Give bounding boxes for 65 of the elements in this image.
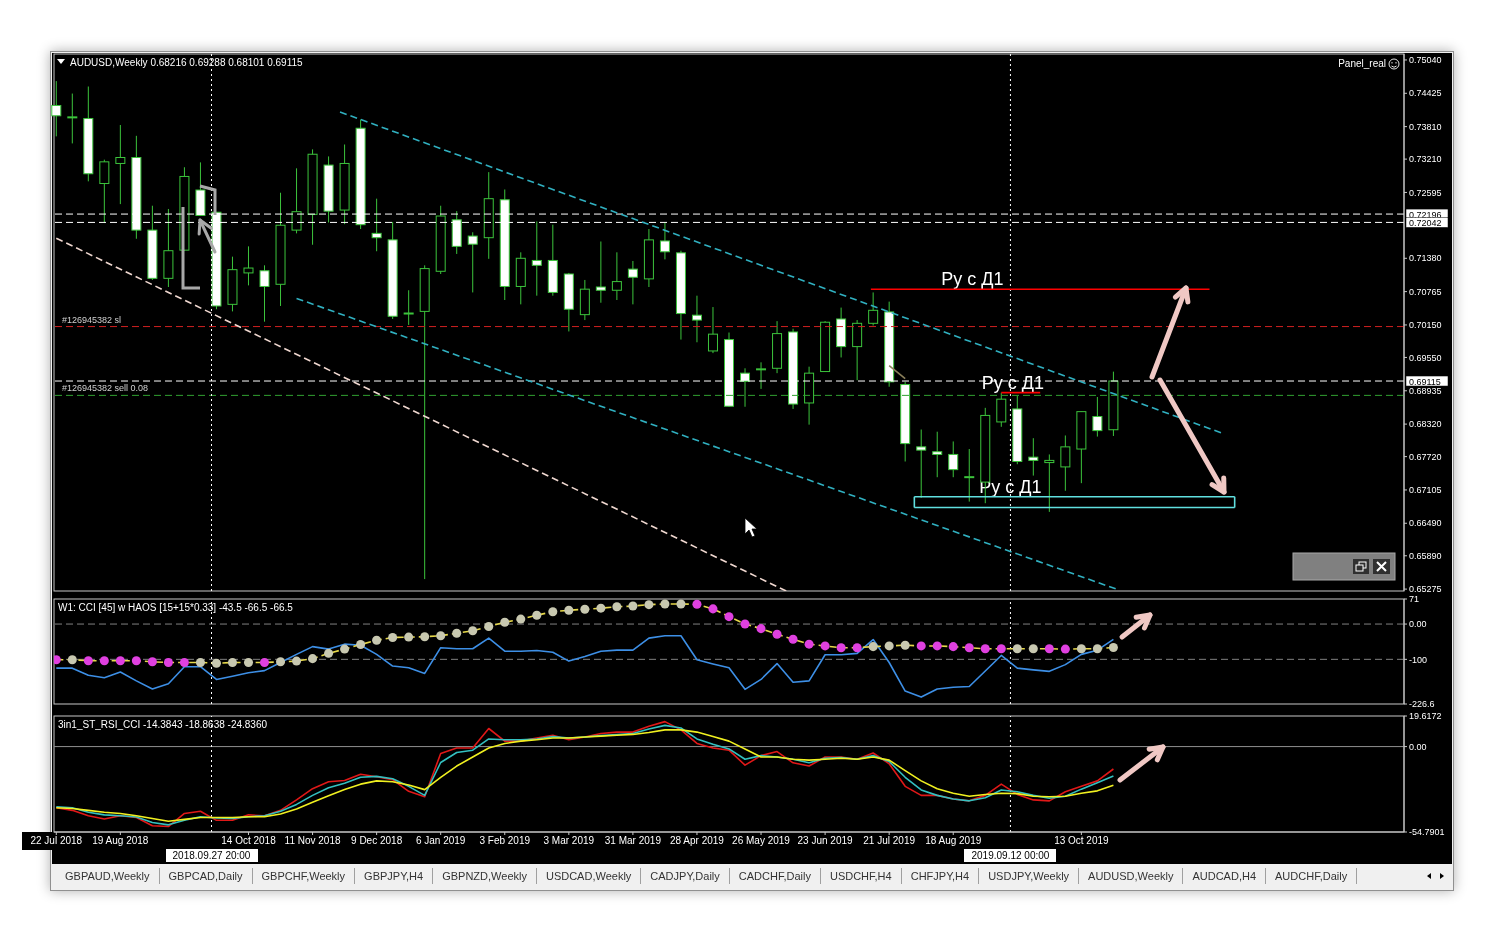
text: GBPAUD,Weekly xyxy=(56,868,160,884)
x-tick-label: 18 Aug 2019 xyxy=(925,835,982,847)
x-tick-label: 9 Dec 2018 xyxy=(351,835,403,847)
y-tick-label: 0.71380 xyxy=(1409,253,1442,264)
y-tick-label: 0.72595 xyxy=(1409,187,1442,198)
y-tick-label: 0.68320 xyxy=(1409,419,1442,430)
x-tick-label: 26 May 2019 xyxy=(732,835,791,847)
ref-line-label: 0.69115 xyxy=(1409,376,1441,387)
y-tick-label: -54.7901 xyxy=(1409,827,1445,838)
y-tick-label: 0.73810 xyxy=(1409,121,1442,132)
x-tick-label: 19 Aug 2018 xyxy=(92,835,149,847)
x-tick-label: 28 Apr 2019 xyxy=(670,835,725,847)
text: GBPNZD,Weekly xyxy=(433,868,537,884)
text: CADJPY,Daily xyxy=(641,868,730,884)
y-tick-label: 0.73210 xyxy=(1409,154,1442,165)
ref-line-label: 2019.09.12 00:00 xyxy=(964,849,1057,862)
x-tick-label: 13 Oct 2019 xyxy=(1054,835,1110,847)
y-tick-label: -100 xyxy=(1409,654,1428,665)
x-tick-label: 31 Mar 2019 xyxy=(604,835,662,847)
series-label: Ру с Д1 xyxy=(981,372,1045,393)
y-tick-label: 19.6172 xyxy=(1409,711,1442,722)
x-tick-label: 23 Jun 2019 xyxy=(797,835,854,847)
y-tick-label: -226.6 xyxy=(1409,699,1435,710)
y-tick-label: 0.75040 xyxy=(1409,55,1442,66)
ref-line-label: 0.72196 xyxy=(1409,209,1442,220)
text: GBPJPY,H4 xyxy=(355,868,434,884)
text: USDCAD,Weekly xyxy=(536,868,642,884)
ref-line-label: 2018.09.27 20:00 xyxy=(165,849,258,862)
y-tick-label: 0.66490 xyxy=(1409,518,1442,529)
y-tick-label: 71 xyxy=(1409,594,1420,605)
x-tick-label: 3 Feb 2019 xyxy=(479,835,531,847)
x-tick-label: 11 Nov 2018 xyxy=(284,835,341,847)
x-tick-label: 21 Jul 2019 xyxy=(863,835,916,847)
x-tick-label: 3 Mar 2019 xyxy=(543,835,595,847)
text: GBPCHF,Weekly xyxy=(252,868,356,884)
chart-title: AUDUSD,Weekly 0.68216 0.69288 0.68101 0.69115 xyxy=(70,57,304,68)
text: CADCHF,Daily xyxy=(729,868,821,884)
y-tick-label: 0.65890 xyxy=(1409,550,1442,561)
y-tick-label: 0.70765 xyxy=(1409,286,1442,297)
text: USDJPY,Weekly xyxy=(979,868,1080,884)
text: AUDCHF,Daily xyxy=(1266,868,1358,884)
x-tick-label: 14 Oct 2018 xyxy=(221,835,277,847)
ref-line-label: #126945382 sl xyxy=(62,314,122,325)
text: AUDUSD,Weekly xyxy=(1079,868,1184,884)
y-tick-label: 0.00 xyxy=(1409,619,1427,630)
text: GBPCAD,Daily xyxy=(159,868,253,884)
y-tick-label: 0.00 xyxy=(1409,741,1427,752)
y-tick-label: 0.67105 xyxy=(1409,485,1442,496)
y-tick-label: 0.65275 xyxy=(1409,584,1442,595)
x-tick-label: 22 Jul 2018 xyxy=(30,835,83,847)
series-label: Ру с Д1 xyxy=(941,269,1004,290)
x-tick-label: 6 Jan 2019 xyxy=(415,835,466,847)
chart-title: W1: CCI [45] w HAOS [15+15*0.33] -43.5 -66.5 -66.5 xyxy=(58,602,294,613)
y-tick-label: 0.74425 xyxy=(1409,88,1442,99)
y-tick-label: 0.69550 xyxy=(1409,352,1442,363)
ref-line-label: 0.72042 xyxy=(1409,217,1442,228)
text: USDCHF,H4 xyxy=(820,868,902,884)
annotation: Panel_real xyxy=(1338,58,1386,69)
y-tick-label: 0.68935 xyxy=(1409,385,1442,396)
ref-line-label: #126945382 sell 0.08 xyxy=(62,383,149,394)
y-tick-label: 0.70150 xyxy=(1409,320,1442,331)
chart-title: 3in1_ST_RSI_CCI -14.3843 -18.8638 -24.8360 xyxy=(58,719,268,730)
y-tick-label: 0.67720 xyxy=(1409,451,1442,462)
text: AUDCAD,H4 xyxy=(1183,868,1267,884)
text: CHFJPY,H4 xyxy=(901,868,980,884)
